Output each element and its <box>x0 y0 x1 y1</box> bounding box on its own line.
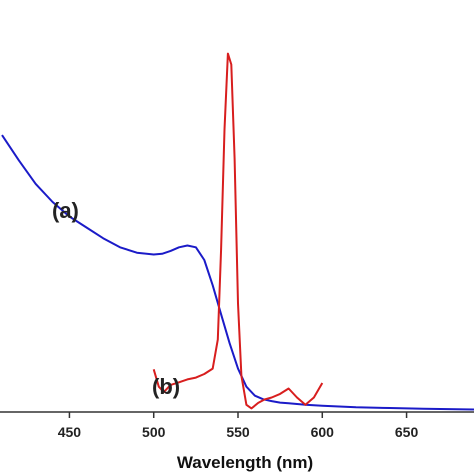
plot-area: 450 500 550 600 650 (a) (b) <box>0 52 474 440</box>
annotation-label-b: (b) <box>152 374 180 399</box>
series-layer <box>1 52 474 411</box>
x-tick-label: 650 <box>395 424 419 440</box>
x-tick-label: 450 <box>58 424 82 440</box>
series-line-b <box>152 52 324 410</box>
annotation-layer: (a) (b) <box>52 198 180 399</box>
x-tick-label: 550 <box>226 424 250 440</box>
x-axis-title: Wavelength (nm) <box>177 453 313 472</box>
x-tick-label: 600 <box>311 424 335 440</box>
annotation-label-a: (a) <box>52 198 79 223</box>
x-tick-label: 500 <box>142 424 166 440</box>
series-line-a <box>1 134 474 411</box>
x-axis-ticks: 450 500 550 600 650 <box>58 412 419 440</box>
